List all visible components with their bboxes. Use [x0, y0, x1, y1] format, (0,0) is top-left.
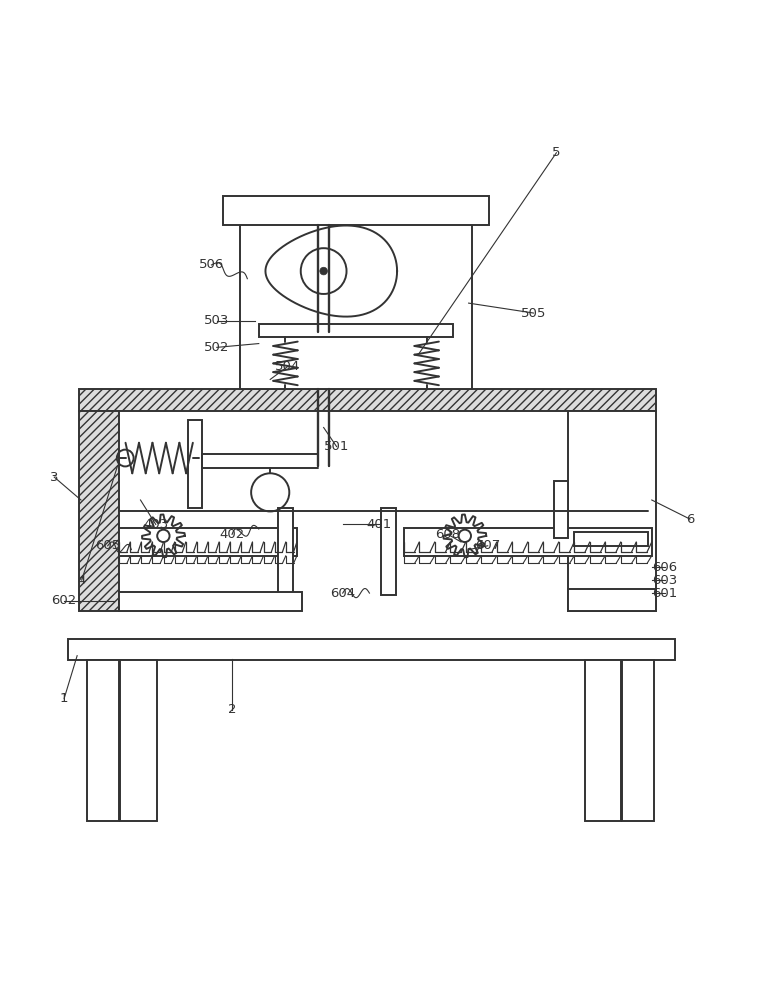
Bar — [278, 508, 293, 595]
Text: 602: 602 — [51, 594, 77, 607]
Circle shape — [320, 267, 327, 275]
Text: 401: 401 — [367, 518, 392, 531]
Text: 403: 403 — [143, 518, 169, 531]
Text: 4: 4 — [78, 574, 86, 587]
Text: 501: 501 — [324, 440, 350, 453]
Text: 3: 3 — [50, 471, 58, 484]
Text: 503: 503 — [204, 314, 229, 327]
Text: 502: 502 — [204, 341, 229, 354]
Text: 505: 505 — [521, 307, 546, 320]
Bar — [239, 206, 472, 389]
Bar — [120, 660, 156, 821]
Bar — [381, 508, 396, 595]
Bar — [574, 532, 648, 546]
Text: 1: 1 — [60, 692, 68, 705]
Text: 601: 601 — [652, 587, 678, 600]
Bar — [119, 528, 297, 556]
Bar — [119, 592, 302, 611]
Text: 6: 6 — [686, 513, 694, 526]
Text: 603: 603 — [652, 574, 678, 587]
Bar — [259, 324, 453, 337]
Bar — [188, 420, 201, 508]
Bar — [223, 196, 490, 225]
Text: 504: 504 — [275, 360, 301, 373]
Text: 506: 506 — [199, 258, 224, 271]
Bar — [404, 528, 652, 556]
Text: 607: 607 — [475, 539, 500, 552]
Text: 604: 604 — [330, 587, 355, 600]
Bar — [87, 660, 119, 821]
Bar — [568, 411, 656, 611]
Text: 2: 2 — [228, 703, 236, 716]
Bar — [68, 639, 674, 660]
Bar — [584, 660, 622, 821]
Bar — [79, 411, 119, 611]
Text: 608: 608 — [435, 528, 461, 541]
Text: 606: 606 — [652, 561, 678, 574]
Text: 5: 5 — [552, 146, 561, 159]
Bar — [79, 389, 656, 411]
Text: 402: 402 — [219, 528, 245, 541]
Bar — [568, 589, 656, 611]
Text: 605: 605 — [95, 539, 120, 552]
Bar — [622, 660, 654, 821]
Bar — [554, 481, 568, 538]
